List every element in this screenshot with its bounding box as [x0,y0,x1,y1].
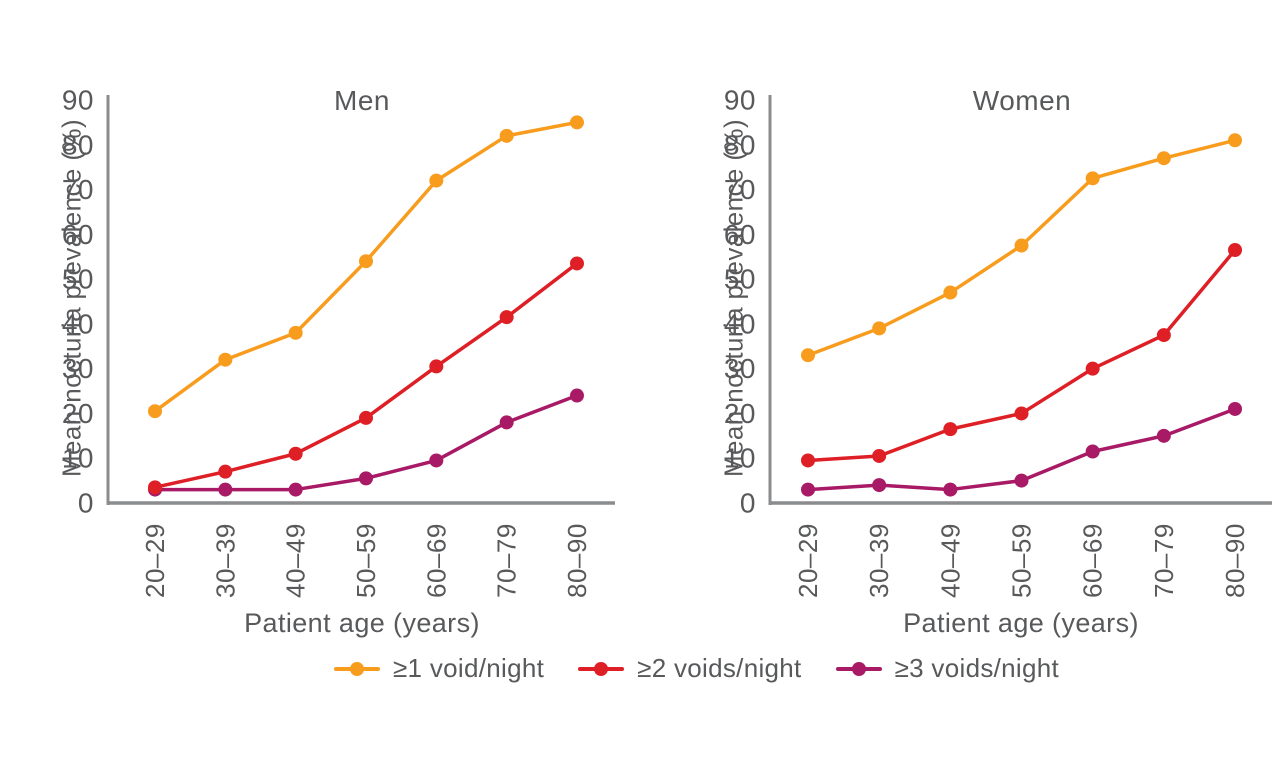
data-point [429,359,444,374]
y-tick-label: 50 [62,264,94,295]
y-axis-title-men: Mean nocturia prevalence (%) [56,118,87,478]
data-point [358,471,373,486]
data-point [218,352,233,367]
data-point [499,128,514,143]
data-point [801,482,815,497]
x-tick-label: 60–69 [1078,523,1108,598]
line-dot-marker-icon [578,661,625,676]
x-tick-label: 80–90 [1220,523,1250,598]
y-tick-label: 90 [62,85,94,116]
line-dot-marker-icon [835,661,882,676]
y-tick-label: 30 [724,353,756,384]
data-point [218,482,233,497]
data-point [1014,473,1029,488]
x-tick-label: 80–90 [562,523,592,598]
x-tick-label: 70–79 [492,523,522,598]
data-point [1156,328,1171,343]
x-tick-label: 40–49 [281,523,311,598]
chart-title-men: Men [334,85,390,116]
legend-item-3-voids: ≥3 voids/night [835,653,1060,684]
legend: ≥1 void/night ≥2 voids/night ≥3 voids/ni… [110,653,1283,684]
x-tick-label: 70–79 [1149,523,1179,598]
data-point [569,115,584,130]
x-tick-label: 20–29 [140,523,170,598]
data-point [872,478,887,493]
data-point [358,254,373,269]
y-axis-title-women: Mean nocturia prevalence (%) [718,118,749,478]
data-point [943,285,958,300]
data-point [872,448,887,463]
x-axis-title-men: Patient age (years) [244,608,480,638]
y-tick-label: 90 [724,85,756,116]
data-point [943,422,958,437]
x-tick-label: 20–29 [793,523,823,598]
data-point [429,453,444,468]
y-tick-label: 60 [724,219,756,250]
data-point [288,325,303,340]
series-line [154,262,579,490]
data-point [1228,243,1243,258]
data-point [218,464,233,479]
data-point [1085,444,1100,459]
data-point [148,404,162,419]
y-tick-label: 0 [78,488,94,519]
y-tick-label: 10 [724,443,756,474]
legend-item-1-void: ≥1 void/night [333,653,545,684]
legend-item-2-voids: ≥2 voids/night [578,653,801,684]
data-point [872,321,887,336]
y-tick-label: 80 [62,129,94,160]
series-line [807,248,1237,463]
data-point [429,173,444,188]
data-point [569,388,584,403]
data-point [801,348,815,363]
y-tick-label: 70 [724,174,756,205]
data-point [499,310,514,325]
legend-label: ≥3 voids/night [894,653,1060,683]
data-point [288,446,303,461]
data-point [1085,361,1100,376]
legend-label: ≥1 void/night [392,653,545,683]
y-tick-label: 70 [62,174,94,205]
data-point [1228,401,1243,416]
data-point [1085,171,1100,186]
data-point [288,482,303,497]
data-point [499,415,514,430]
y-tick-label: 0 [740,488,756,519]
data-point [1014,238,1029,253]
data-point [148,480,162,495]
y-tick-label: 40 [62,308,94,339]
x-axis-title-women: Patient age (years) [903,608,1139,638]
x-tick-label: 30–39 [864,523,894,598]
y-tick-label: 50 [724,264,756,295]
legend-label: ≥2 voids/night [637,653,802,683]
x-tick-label: 50–59 [1007,523,1037,598]
x-tick-label: 50–59 [351,523,381,598]
chart-title-women: Women [972,85,1072,116]
y-tick-label: 20 [724,398,756,429]
y-tick-label: 40 [724,308,756,339]
x-tick-label: 60–69 [421,523,451,598]
y-tick-label: 30 [62,353,94,384]
data-point [943,482,958,497]
y-tick-label: 60 [62,219,94,250]
y-tick-label: 10 [62,443,94,474]
data-point [801,453,815,468]
data-point [1156,151,1171,166]
y-tick-label: 80 [724,129,756,160]
x-tick-label: 40–49 [935,523,965,598]
y-tick-label: 20 [62,398,94,429]
data-point [569,256,584,271]
data-point [1228,133,1243,148]
line-dot-marker-icon [333,661,380,676]
data-point [1014,406,1029,421]
data-point [1156,428,1171,443]
data-point [358,410,373,425]
x-tick-label: 30–39 [210,523,240,598]
